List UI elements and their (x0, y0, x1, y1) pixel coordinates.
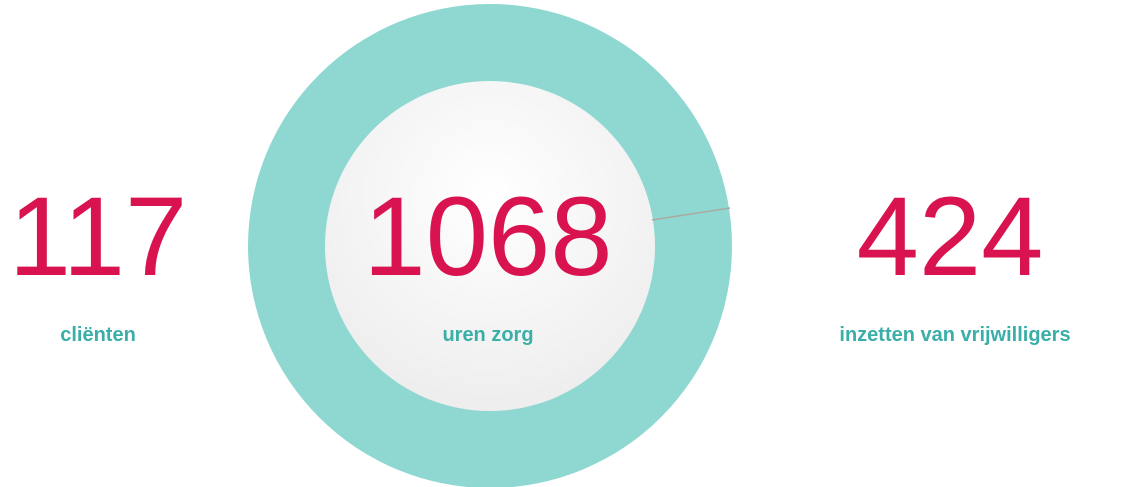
ring-divider (651, 207, 731, 221)
stat-label: uren zorg (442, 324, 533, 346)
stat-label: inzetten van vrijwilligers (839, 324, 1070, 346)
stat-value: 424 (857, 174, 1044, 299)
stat-label: cliënten (60, 324, 136, 346)
stat-value: 117 (9, 174, 188, 299)
stat-value: 1068 (363, 174, 612, 299)
inner-circle (325, 81, 655, 411)
